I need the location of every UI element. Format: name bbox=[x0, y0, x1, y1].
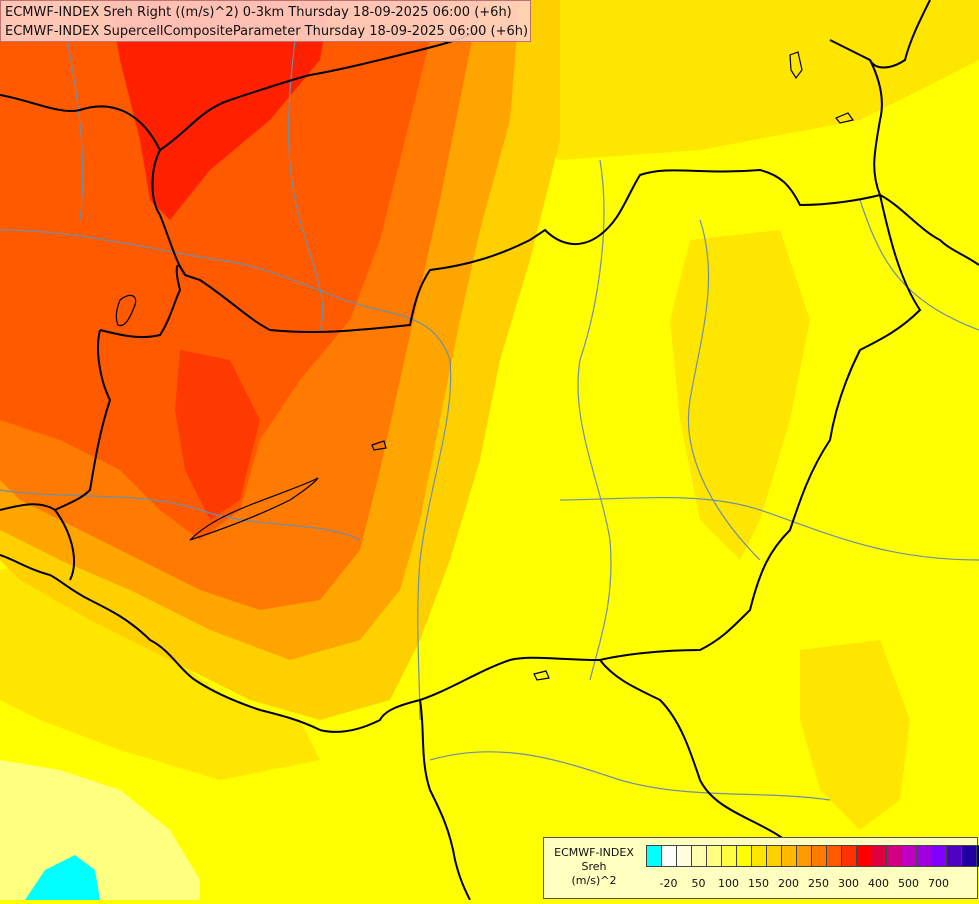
lake-small-1 bbox=[371, 440, 387, 451]
legend-swatch bbox=[962, 846, 977, 866]
legend-swatch bbox=[737, 846, 752, 866]
legend-swatch bbox=[947, 846, 962, 866]
field-gold-zone-east bbox=[670, 230, 810, 560]
lake-balaton bbox=[189, 477, 319, 541]
field-red-core bbox=[110, 0, 330, 220]
legend-swatch bbox=[722, 846, 737, 866]
legend-title-parameter: Sreh bbox=[581, 860, 607, 873]
legend-title-unit: (m/s)^2 bbox=[571, 874, 617, 887]
legend-swatch bbox=[797, 846, 812, 866]
legend-tick-label: 250 bbox=[808, 877, 829, 890]
legend-title: ECMWF-INDEX Sreh (m/s)^2 bbox=[544, 846, 644, 888]
field-red-patch-south bbox=[175, 350, 260, 520]
legend-swatch bbox=[677, 846, 692, 866]
legend-swatch bbox=[767, 846, 782, 866]
lakes bbox=[115, 51, 855, 681]
legend-tick-label: 300 bbox=[838, 877, 859, 890]
legend-title-model: ECMWF-INDEX bbox=[554, 846, 634, 859]
legend-swatch bbox=[887, 846, 902, 866]
legend-swatch bbox=[707, 846, 722, 866]
legend-swatch bbox=[917, 846, 932, 866]
legend-tick-label: 150 bbox=[748, 877, 769, 890]
legend-tick-label: -20 bbox=[659, 877, 678, 890]
map-title-line-2: ECMWF-INDEX SupercellCompositeParameter … bbox=[5, 24, 529, 39]
field-gold-zone-southeast bbox=[800, 640, 910, 830]
lake-neusiedl bbox=[115, 294, 137, 327]
legend-swatch bbox=[692, 846, 707, 866]
legend-swatch bbox=[647, 846, 662, 866]
field-gold-zone-west bbox=[0, 560, 320, 780]
legend-swatch bbox=[662, 846, 677, 866]
map-title-box: ECMWF-INDEX Sreh Right ((m/s)^2) 0-3km T… bbox=[0, 0, 531, 42]
lake-small-3 bbox=[835, 112, 855, 124]
map-title-line-1: ECMWF-INDEX Sreh Right ((m/s)^2) 0-3km T… bbox=[5, 5, 512, 20]
legend-swatch bbox=[812, 846, 827, 866]
color-legend: ECMWF-INDEX Sreh (m/s)^2 -20 50 100 150 200 2… bbox=[543, 837, 979, 899]
lake-small-4 bbox=[533, 670, 550, 681]
field-cyan-patch bbox=[25, 855, 100, 900]
legend-swatch bbox=[842, 846, 857, 866]
river-lines bbox=[0, 0, 979, 801]
legend-swatch bbox=[827, 846, 842, 866]
legend-swatch bbox=[872, 846, 887, 866]
legend-swatch bbox=[977, 846, 979, 866]
lake-small-2 bbox=[789, 51, 803, 80]
legend-tick-label: 50 bbox=[691, 877, 706, 890]
legend-tick-label: 100 bbox=[718, 877, 739, 890]
legend-tick-label: 500 bbox=[898, 877, 919, 890]
legend-tick-label: 700 bbox=[928, 877, 949, 890]
legend-color-bar bbox=[646, 845, 979, 867]
field-gold-zone-north bbox=[480, 0, 979, 160]
legend-tick-label: 400 bbox=[868, 877, 889, 890]
field-red-orange-zone bbox=[0, 0, 440, 540]
legend-swatch bbox=[902, 846, 917, 866]
legend-swatch bbox=[752, 846, 767, 866]
legend-tick-label: 200 bbox=[778, 877, 799, 890]
legend-swatch bbox=[782, 846, 797, 866]
legend-swatch bbox=[857, 846, 872, 866]
legend-swatch bbox=[932, 846, 947, 866]
field-light-yellow-corner bbox=[0, 760, 200, 900]
